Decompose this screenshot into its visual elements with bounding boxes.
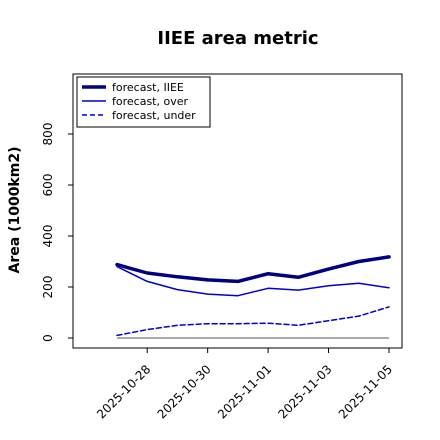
x-tick-label-2025-10-30: 2025-10-30: [155, 362, 214, 421]
legend-label-1: forecast, over: [112, 95, 188, 108]
y-axis-label: Area (1000km2): [7, 147, 23, 274]
x-tick-label-2025-11-01: 2025-11-01: [215, 362, 274, 421]
y-tick-label-200: 200: [41, 276, 55, 299]
legend-label-2: forecast, under: [112, 109, 196, 122]
legend-label-0: forecast, IIEE: [112, 81, 184, 94]
series-line-2: [116, 306, 390, 337]
y-tick-label-0: 0: [41, 334, 55, 342]
chart-title: IIEE area metric: [157, 28, 318, 49]
series-line-1: [116, 265, 390, 297]
y-tick-label-800: 800: [41, 123, 55, 146]
plot-frame: [72, 73, 403, 349]
x-tick-label-2025-11-03: 2025-11-03: [275, 362, 334, 421]
y-tick-label-400: 400: [41, 225, 55, 248]
x-tick-label-2025-11-05: 2025-11-05: [336, 362, 395, 421]
y-tick-label-600: 600: [41, 174, 55, 197]
x-tick-label-2025-10-28: 2025-10-28: [94, 362, 153, 421]
series-line-0: [115, 255, 391, 284]
